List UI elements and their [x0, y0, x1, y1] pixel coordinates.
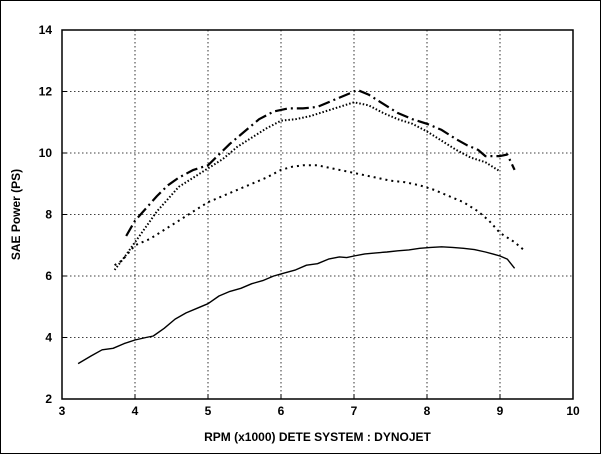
x-tick-label: 9	[497, 404, 504, 418]
series-line-3	[113, 101, 501, 271]
x-tick-label: 7	[351, 404, 358, 418]
y-tick-label: 12	[39, 85, 53, 99]
y-tick-label: 2	[45, 392, 52, 406]
x-tick-label: 3	[59, 404, 66, 418]
series-line-1	[77, 246, 516, 365]
y-tick-label: 4	[45, 331, 52, 345]
series-line-2	[114, 164, 527, 267]
x-tick-label: 8	[424, 404, 431, 418]
series-line-4	[125, 88, 516, 237]
y-tick-label: 14	[39, 23, 53, 37]
ticks: 3 4 5 6 7 8 9 10 2 4 6 8 10 12 14	[39, 23, 580, 418]
y-tick-label: 6	[45, 269, 52, 283]
y-axis-label: SAE Power (PS)	[9, 169, 23, 260]
x-tick-label: 10	[566, 404, 580, 418]
x-axis-label: RPM (x1000) DETE SYSTEM : DYNOJET	[204, 430, 431, 444]
series-lines	[77, 88, 527, 365]
x-tick-label: 6	[278, 404, 285, 418]
x-tick-label: 5	[205, 404, 212, 418]
y-tick-label: 10	[39, 146, 53, 160]
y-tick-label: 8	[45, 208, 52, 222]
x-tick-label: 4	[132, 404, 139, 418]
gridlines	[62, 30, 573, 399]
